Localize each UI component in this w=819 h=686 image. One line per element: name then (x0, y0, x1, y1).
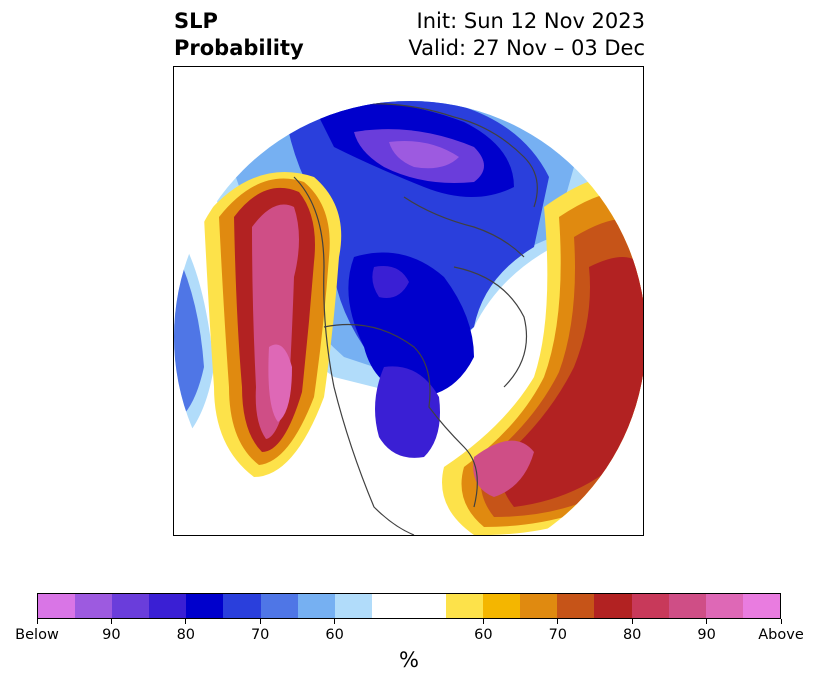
colorbar-tick-mark (36, 619, 38, 624)
below-east-region (375, 366, 440, 458)
above-north-pocket (374, 67, 399, 100)
colorbar-segment (408, 594, 447, 618)
colorbar-segment (371, 594, 409, 618)
below-core-inner (389, 141, 459, 169)
colorbar-segment (446, 594, 484, 618)
colorbar-segment (112, 594, 150, 618)
colorbar-segment (186, 594, 224, 618)
colorbar-tick-mark (706, 619, 708, 624)
colorbar-tick-mark (334, 619, 336, 624)
colorbar-segment (668, 594, 706, 618)
above-east-90 (500, 257, 643, 507)
below-70-west-region (174, 247, 204, 422)
colorbar-segment (483, 594, 521, 618)
above-west-core (268, 344, 292, 422)
colorbar-segment (260, 594, 298, 618)
map-panel (173, 66, 644, 536)
colorbar-tick-mark (780, 619, 782, 624)
colorbar-tick-label: 90 (697, 627, 716, 643)
colorbar-segment (75, 594, 113, 618)
init-date: Init: Sun 12 Nov 2023 (416, 9, 645, 33)
colorbar-tick-label: 60 (325, 627, 344, 643)
colorbar-segment (705, 594, 743, 618)
colorbar-tick-mark (110, 619, 112, 624)
colorbar-unit: % (399, 648, 419, 672)
title-line-2: Probability (174, 36, 304, 60)
date-block: Init: Sun 12 Nov 2023 Valid: 27 Nov – 03… (408, 8, 645, 62)
colorbar-tick-mark (185, 619, 187, 624)
colorbar (37, 593, 781, 619)
valid-range: Valid: 27 Nov – 03 Dec (408, 36, 645, 60)
colorbar-segment (594, 594, 632, 618)
colorbar-segment (557, 594, 595, 618)
colorbar-tick-mark (631, 619, 633, 624)
colorbar-segment (334, 594, 372, 618)
colorbar-tick-label: 80 (176, 627, 196, 643)
chart-title: SLP Probability (174, 8, 304, 62)
colorbar-segment (742, 594, 780, 618)
colorbar-segment (297, 594, 335, 618)
colorbar-tick-label: 90 (102, 627, 121, 643)
colorbar-segment (631, 594, 669, 618)
above-east-core (473, 440, 534, 497)
colorbar-tick-mark (557, 619, 559, 624)
colorbar-segment (520, 594, 558, 618)
colorbar-tick-mark (482, 619, 484, 624)
coastlines (293, 103, 615, 535)
colorbar-segment (38, 594, 76, 618)
colorbar-tick-label: Above (758, 627, 804, 643)
colorbar-segment (223, 594, 261, 618)
colorbar-tick-label: 60 (474, 627, 493, 643)
below-central-inner (372, 266, 409, 298)
probability-map (174, 67, 643, 535)
colorbar-tick-label: 80 (622, 627, 642, 643)
colorbar-tick-label: Below (15, 627, 59, 643)
colorbar-tick-label: 70 (548, 627, 568, 643)
colorbar-tick-label: 70 (250, 627, 270, 643)
colorbar-segment (149, 594, 187, 618)
title-line-1: SLP (174, 9, 218, 33)
colorbar-tick-mark (259, 619, 261, 624)
